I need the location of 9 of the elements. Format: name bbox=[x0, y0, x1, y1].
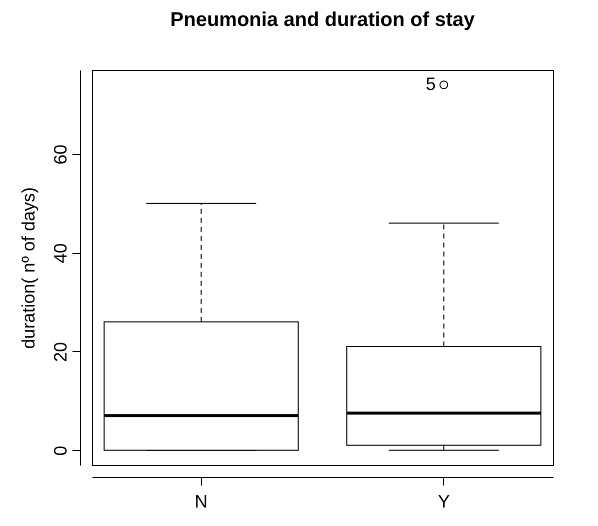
annotation: 5 bbox=[426, 74, 436, 94]
y-tick-label: 60 bbox=[50, 144, 70, 164]
y-tick-label: 20 bbox=[50, 342, 70, 362]
chart-title: Pneumonia and duration of stay bbox=[170, 9, 476, 31]
y-tick-label: 40 bbox=[50, 243, 70, 264]
y-tick-label: 0 bbox=[50, 446, 70, 456]
x-tick-label: Y bbox=[438, 492, 450, 512]
x-tick-label: N bbox=[194, 492, 208, 512]
y-axis-title: duration( nº of days) bbox=[18, 187, 38, 349]
